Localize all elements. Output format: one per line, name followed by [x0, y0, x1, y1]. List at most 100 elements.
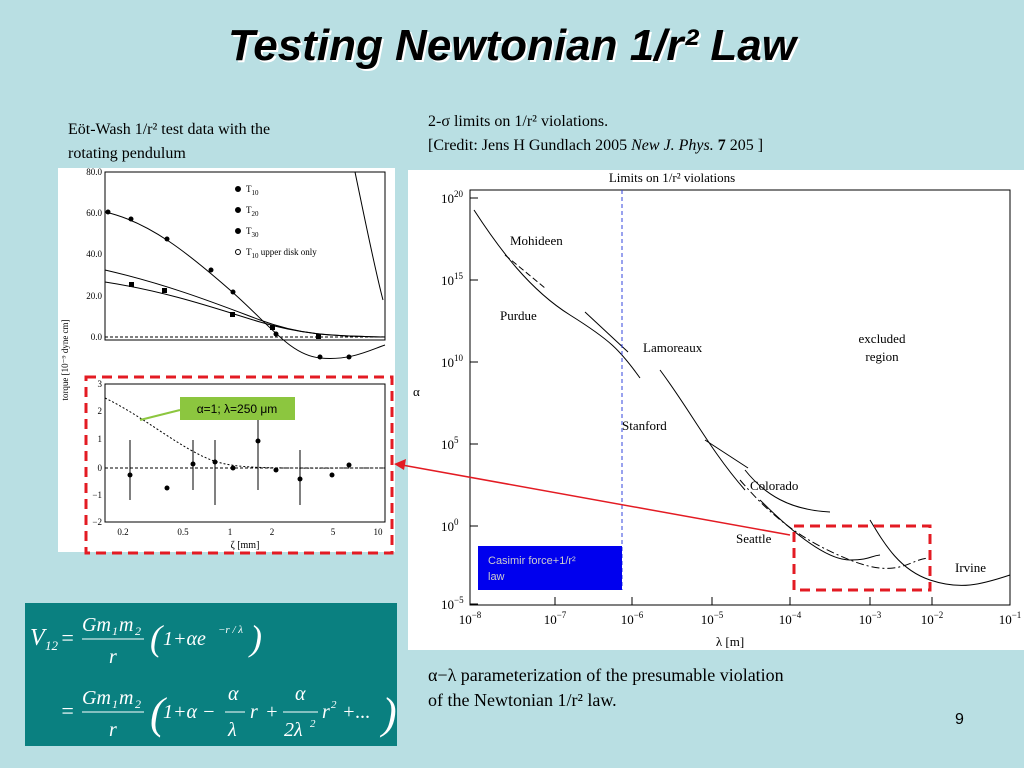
tick-exp: −1	[1012, 610, 1022, 620]
callout: α=1; λ=250 μm	[197, 402, 278, 416]
equation: V 12 = Gm 1 m 2r(1+αe −r / λ)= Gm 1 m 2r (1+α −αλr +α…	[30, 614, 397, 741]
label: m	[119, 614, 133, 636]
label: −2	[92, 517, 102, 527]
label: 40.0	[86, 249, 102, 259]
label: 5	[331, 527, 336, 537]
label: 1	[112, 697, 118, 711]
tick-exp: −8	[472, 610, 482, 620]
caption-journal: New J. Phys.	[630, 137, 714, 154]
left-plot	[58, 168, 395, 552]
tick-label: 10−5	[441, 595, 464, 612]
description: of the Newtonian 1/r² law.	[428, 690, 617, 710]
left-xlabel: ζ [mm]	[231, 540, 260, 551]
tick-base: 10	[459, 612, 472, 627]
tick-base: 10	[621, 612, 634, 627]
label: Mohideen	[510, 233, 563, 248]
tick-label: 10−4	[779, 610, 802, 627]
tick-label: 105	[441, 435, 459, 452]
label: Colorado	[750, 478, 798, 493]
tick-exp: 5	[454, 435, 459, 445]
tick-label: 1010	[441, 353, 464, 370]
tick-base: 10	[701, 612, 714, 627]
label: 2	[331, 699, 337, 711]
tick-label: 10−2	[921, 610, 944, 627]
label: α	[295, 683, 306, 705]
tick-label: 10−8	[459, 610, 482, 627]
casimir-label: law	[488, 571, 505, 583]
legend-entry: T20	[246, 205, 259, 218]
label: 2	[135, 624, 141, 638]
legend-sub: 20	[252, 210, 260, 218]
legend-marker	[235, 186, 241, 192]
label: 2	[98, 406, 103, 416]
label: 12	[45, 638, 59, 653]
tick-base: 10	[779, 612, 792, 627]
casimir-label: Casimir force+1/r²	[488, 555, 576, 567]
caption-volume: 7	[718, 137, 726, 154]
label: 20.0	[86, 291, 102, 301]
tick-exp: −7	[557, 610, 567, 620]
tick-exp: −4	[792, 610, 802, 620]
legend-sym: T	[246, 226, 252, 236]
tick-base: 10	[441, 597, 454, 612]
tick-exp: −6	[634, 610, 644, 620]
label: 1	[228, 527, 233, 537]
description: α−λ parameterization of the presumable v…	[428, 665, 784, 685]
label: 80.0	[86, 167, 102, 177]
tick-exp: −3	[872, 610, 882, 620]
tick-exp: −5	[454, 595, 464, 605]
legend-marker	[235, 228, 241, 234]
label: =	[60, 698, 75, 723]
label: α	[228, 683, 239, 705]
tick-label: 10−7	[544, 610, 567, 627]
label: m	[119, 687, 133, 709]
label: Irvine	[955, 560, 986, 575]
label: −1	[92, 490, 102, 500]
legend-sym: T	[246, 247, 252, 257]
label: 1+α −	[163, 701, 216, 723]
label: 10	[374, 527, 384, 537]
excluded-label: excluded	[859, 331, 906, 346]
tick-label: 10−5	[701, 610, 724, 627]
tick-label: 1020	[441, 189, 464, 206]
label: 0.2	[117, 527, 128, 537]
tick-label: 10−6	[621, 610, 644, 627]
paren: (	[150, 618, 164, 658]
left-caption: rotating pendulum	[68, 145, 186, 162]
caption-part: [Credit: Jens H Gundlach 2005	[428, 137, 631, 154]
right-xlabel: λ [m]	[716, 634, 744, 649]
legend-marker	[235, 249, 241, 255]
legend-sub: 10	[252, 189, 260, 197]
label: Purdue	[500, 308, 537, 323]
tick-base: 10	[441, 273, 454, 288]
label: =	[60, 625, 75, 650]
tick-base: 10	[441, 437, 454, 452]
tick-base: 10	[544, 612, 557, 627]
legend-rest: upper disk only	[259, 247, 318, 257]
caption-part: 205 ]	[726, 137, 763, 154]
right-plot-title: Limits on 1/r² violations	[609, 170, 735, 185]
callout-box	[180, 397, 295, 420]
label: 0.0	[91, 332, 103, 342]
tick-base: 10	[859, 612, 872, 627]
label: +...	[342, 701, 371, 723]
highlight-box	[84, 375, 394, 555]
label: V	[30, 625, 47, 651]
title: Testing Newtonian 1/r² Law	[228, 21, 799, 70]
title-shadow: Testing Newtonian 1/r² Law	[230, 23, 801, 72]
tick-exp: 0	[454, 517, 459, 527]
label: 0	[98, 463, 103, 473]
callout-arrow	[139, 409, 181, 421]
label: Lamoreaux	[643, 340, 703, 355]
label: 1	[98, 434, 103, 444]
label: r	[322, 701, 330, 723]
paren: )	[248, 618, 262, 658]
tick-exp: −5	[714, 610, 724, 620]
page-number: 9	[955, 711, 964, 728]
label: 1	[112, 624, 118, 638]
legend-sub: 30	[252, 231, 260, 239]
label: 2	[310, 718, 316, 730]
label: 2λ	[284, 719, 303, 741]
tick-base: 10	[441, 519, 454, 534]
label: Gm	[82, 687, 111, 709]
